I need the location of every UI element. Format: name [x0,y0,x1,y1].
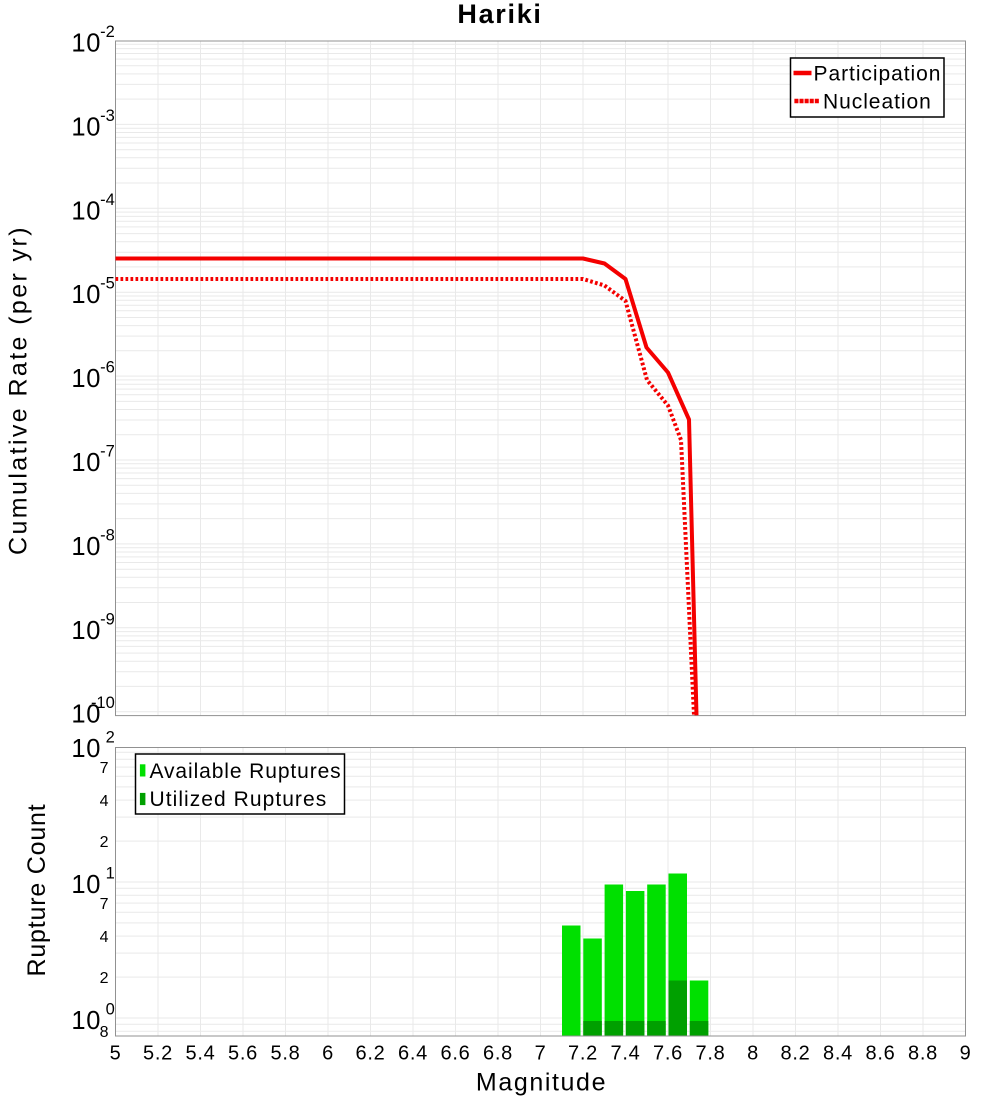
svg-text:6.6: 6.6 [441,1043,471,1065]
svg-text:1: 1 [106,865,115,883]
svg-text:5.4: 5.4 [186,1043,216,1065]
svg-text:10: 10 [71,533,101,561]
svg-text:5.6: 5.6 [228,1043,258,1065]
svg-text:10: 10 [71,1007,101,1035]
svg-text:0: 0 [106,1001,115,1019]
svg-text:10: 10 [71,735,101,763]
svg-text:7.8: 7.8 [696,1043,726,1065]
svg-text:10: 10 [71,30,101,58]
svg-text:Rupture Count: Rupture Count [23,804,51,977]
svg-text:8: 8 [100,1024,109,1041]
svg-text:7: 7 [100,896,109,913]
svg-text:10: 10 [71,871,101,899]
svg-text:5.2: 5.2 [143,1043,173,1065]
svg-text:4: 4 [100,929,109,946]
svg-text:8.2: 8.2 [781,1043,811,1065]
svg-text:-3: -3 [100,107,115,125]
svg-text:-2: -2 [100,23,115,41]
svg-text:8.4: 8.4 [823,1043,853,1065]
svg-text:9: 9 [960,1043,972,1065]
svg-text:-6: -6 [100,359,115,377]
svg-text:Cumulative Rate (per yr): Cumulative Rate (per yr) [5,225,33,555]
svg-text:-8: -8 [100,526,115,544]
svg-text:10: 10 [71,617,101,645]
svg-text:2: 2 [100,834,109,851]
svg-text:10: 10 [71,197,101,225]
svg-text:5.8: 5.8 [271,1043,301,1065]
svg-text:Participation: Participation [814,63,942,86]
svg-text:Magnitude: Magnitude [476,1069,607,1097]
svg-text:2: 2 [106,729,115,747]
svg-text:2: 2 [100,970,109,987]
svg-text:-5: -5 [100,275,115,293]
svg-text:Nucleation: Nucleation [823,91,932,114]
svg-text:Available Ruptures: Available Ruptures [150,760,342,783]
svg-text:Hariki: Hariki [457,0,542,29]
svg-text:8: 8 [747,1043,759,1065]
svg-text:10: 10 [71,701,101,729]
svg-text:7.6: 7.6 [653,1043,683,1065]
svg-text:6.2: 6.2 [356,1043,386,1065]
svg-text:10: 10 [71,281,101,309]
svg-text:-10: -10 [91,694,115,712]
svg-text:8.8: 8.8 [908,1043,938,1065]
svg-text:10: 10 [71,113,101,141]
svg-text:10: 10 [71,449,101,477]
svg-text:10: 10 [71,365,101,393]
svg-text:7.2: 7.2 [568,1043,598,1065]
svg-text:Utilized Ruptures: Utilized Ruptures [150,788,328,811]
svg-text:4: 4 [100,793,109,810]
svg-text:-7: -7 [100,443,115,461]
svg-text:8.6: 8.6 [866,1043,896,1065]
svg-text:-4: -4 [100,191,115,209]
svg-text:6.4: 6.4 [398,1043,428,1065]
svg-text:-9: -9 [100,610,115,628]
svg-text:7: 7 [100,760,109,777]
svg-text:7.4: 7.4 [611,1043,641,1065]
svg-text:6: 6 [322,1043,334,1065]
svg-text:5: 5 [110,1043,122,1065]
svg-text:7: 7 [535,1043,547,1065]
svg-text:6.8: 6.8 [483,1043,513,1065]
